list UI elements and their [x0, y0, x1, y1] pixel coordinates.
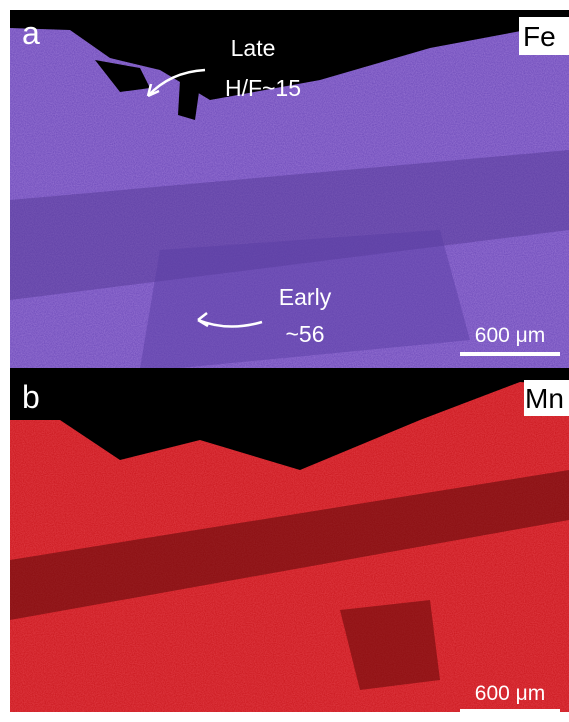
element-label: Mn [525, 383, 564, 414]
annotation: ~56 [285, 321, 324, 347]
scale-bar-label: 600 μm [475, 682, 545, 705]
element-label: Fe [523, 21, 556, 52]
scale-bar-label: 600 μm [475, 324, 545, 347]
panel-a-image [10, 10, 569, 368]
annotation: H/F~15 [225, 75, 301, 101]
annotation: Early [279, 284, 332, 310]
panel-label: b [22, 379, 40, 415]
figure: a Fe Late H/F~15 Early ~56 600 μm b Mn 6… [0, 0, 569, 722]
panel-b-image [10, 368, 569, 712]
annotation: Late [231, 35, 276, 61]
panel-label: a [22, 15, 40, 51]
